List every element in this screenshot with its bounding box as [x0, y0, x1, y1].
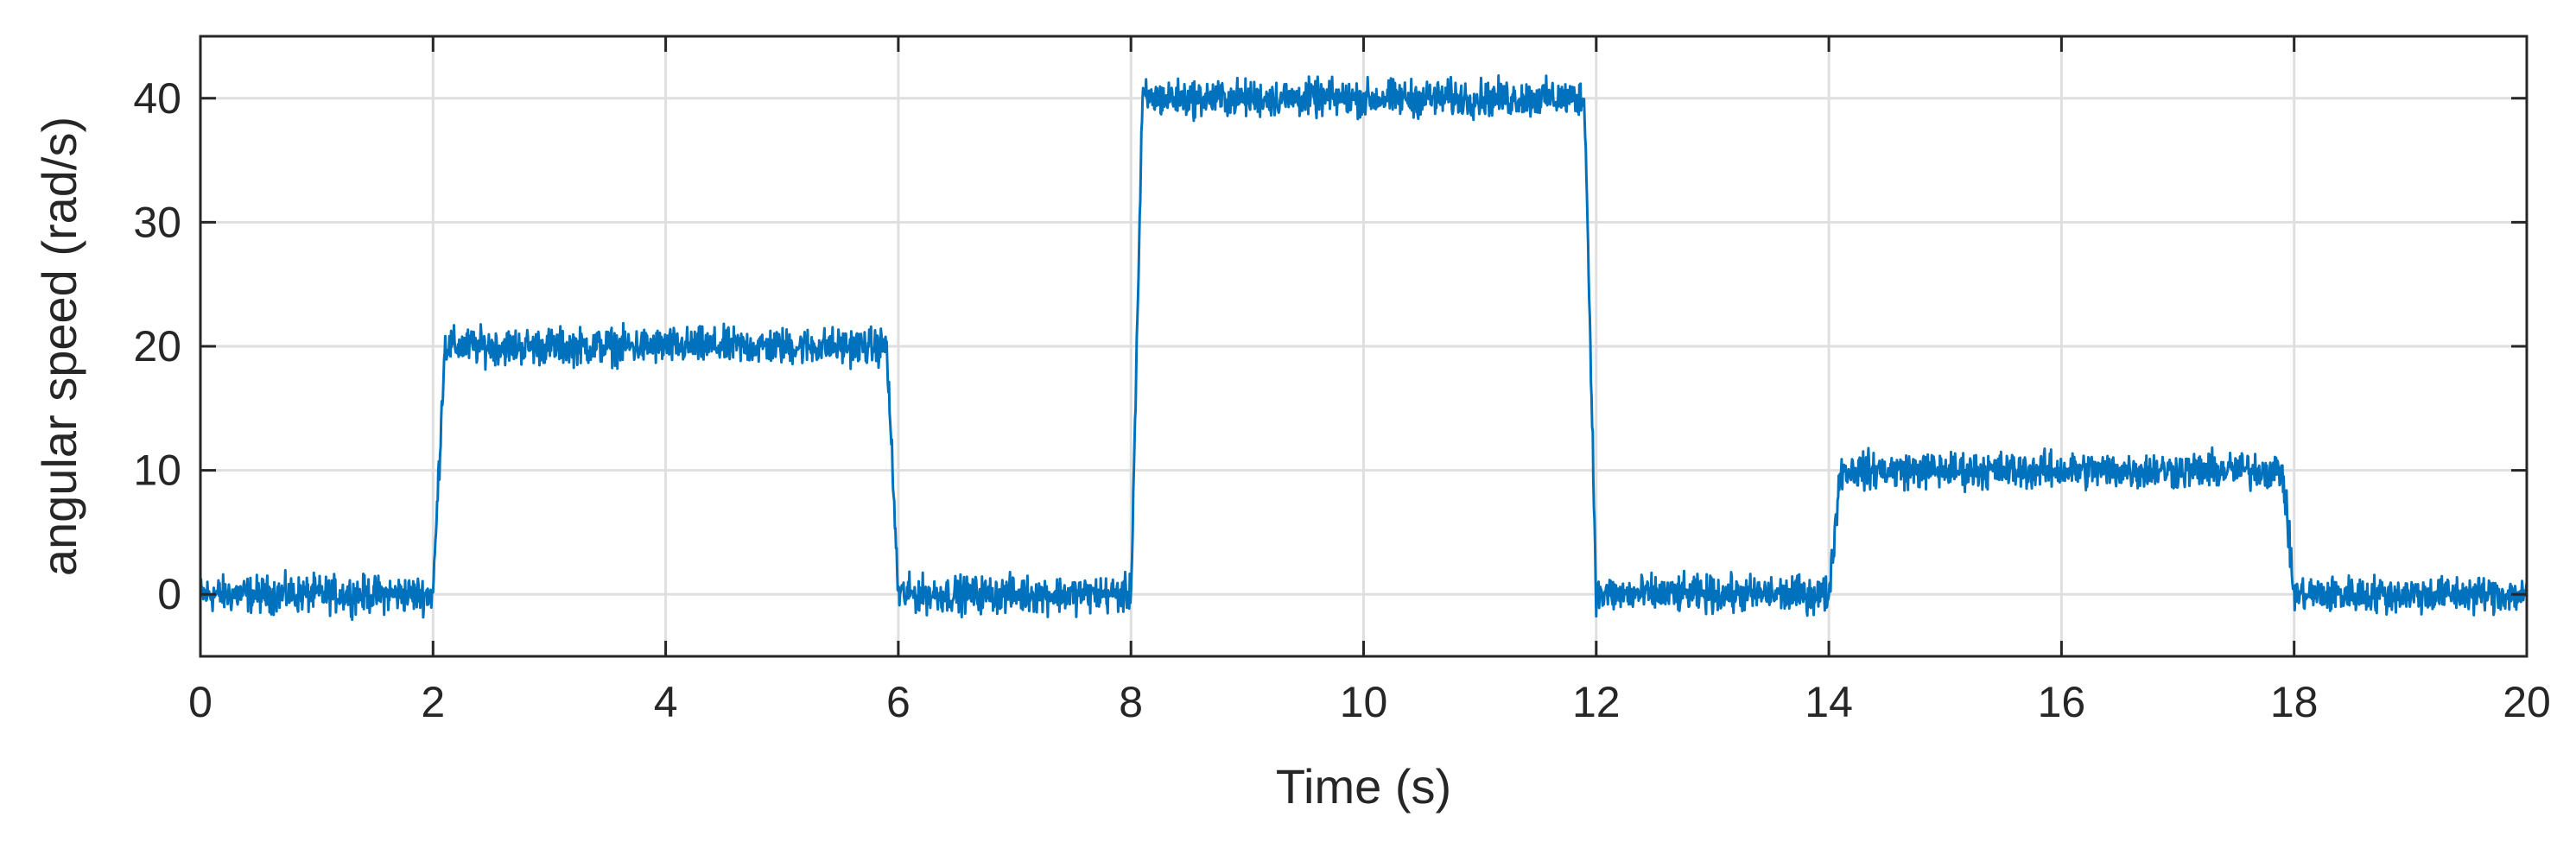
y-axis-label: angular speed (rad/s) — [32, 117, 86, 576]
y-tick-label: 20 — [133, 322, 181, 370]
x-tick-label: 14 — [1805, 678, 1853, 726]
x-tick-label: 8 — [1119, 678, 1143, 726]
y-tick-label: 0 — [157, 570, 181, 618]
tick-marks — [199, 36, 2528, 656]
x-tick-label: 12 — [1572, 678, 1621, 726]
x-tick-label: 0 — [188, 678, 213, 726]
y-tick-label: 40 — [133, 74, 181, 123]
y-tick-labels: 0 10 20 30 40 — [133, 74, 181, 618]
y-tick-label: 10 — [133, 446, 181, 495]
x-tick-label: 4 — [654, 678, 678, 726]
x-tick-label: 18 — [2270, 678, 2319, 726]
x-tick-label: 2 — [421, 678, 445, 726]
series-line — [199, 74, 2528, 622]
x-tick-labels: 0 2 4 6 8 10 12 14 16 18 20 — [188, 678, 2551, 726]
x-tick-label: 10 — [1340, 678, 1388, 726]
y-tick-label: 30 — [133, 198, 181, 246]
x-tick-label: 20 — [2503, 678, 2551, 726]
x-tick-label: 6 — [886, 678, 910, 726]
x-axis-label: Time (s) — [1276, 759, 1451, 814]
series-group — [199, 74, 2528, 622]
x-tick-label: 16 — [2038, 678, 2086, 726]
